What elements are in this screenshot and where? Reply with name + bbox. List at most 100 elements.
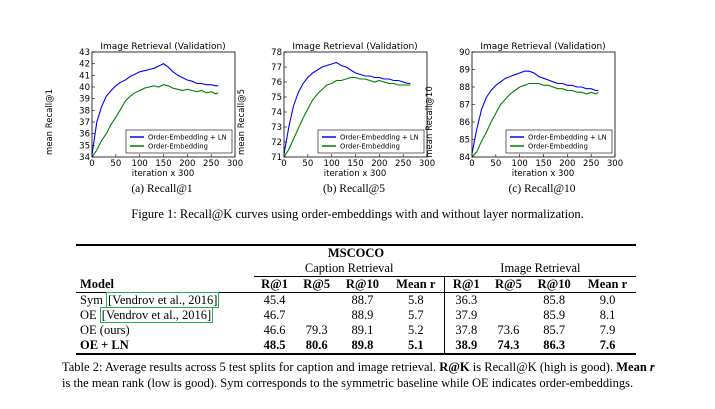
y-axis-label: mean Recall@1 [45,89,55,155]
column-header: R@5 [494,277,522,291]
y-tick-label: 77 [271,63,282,73]
caption-text: is the mean rank (low is good). Sym corr… [62,376,634,390]
x-tick-label: 150 [535,159,551,169]
series-order-embedding [283,76,411,158]
x-tick-label: 300 [227,159,243,169]
cell-value: 88.9 [351,308,374,322]
y-tick-label: 74 [271,108,282,118]
column-header: Mean r [587,277,628,291]
cell-value: 89.1 [351,323,374,337]
x-tick-label: 250 [395,159,411,169]
cell-value: 7.6 [599,338,616,352]
column-header: R@1 [261,277,289,291]
chart-recall-5: Image Retrieval (Validation) mean Recall… [237,42,435,179]
legend: Order-Embedding + LN Order-Embedding [125,129,233,154]
cell-value: 36.3 [444,292,488,308]
legend-ln: Order-Embedding + LN [340,134,419,142]
x-tick-label: 50 [490,159,501,169]
cell-value: 45.4 [263,293,286,307]
figure-1: Image Retrieval (Validation) mean Recall… [0,0,715,200]
model-name: OE (ours) [80,323,130,337]
group-image-retrieval: Image Retrieval [444,261,636,277]
group-caption-retrieval: Caption Retrieval [253,261,445,277]
y-tick-label: 42 [79,60,90,70]
chart-recall-1: Image Retrieval (Validation) mean Recall… [45,42,243,179]
y-tick-label: 40 [79,83,90,93]
x-tick-label: 0 [469,159,474,169]
cell-value: 5.2 [407,323,424,337]
caption-italic-r: r [649,360,655,374]
model-name: OE [80,308,100,322]
table-row: OE + LN 48.5 80.6 89.8 5.1 38.9 74.3 86.… [76,338,636,354]
cell-value: 73.6 [497,323,520,337]
caption-bold-rk: R@K [439,360,470,374]
series-order-embedding-ln [91,63,219,155]
y-axis-label: mean Recall@10 [425,86,435,157]
y-axis-label: mean Recall@5 [237,89,247,155]
chart-title: Image Retrieval (Validation) [100,42,225,52]
cell-value [487,308,529,323]
axis-ticks: 84 85 86 87 88 89 90 0 50 100 150 200 250 300 [459,48,623,169]
results-table: MSCOCO Caption Retrieval Image Retrieval… [76,244,636,355]
y-tick-label: 78 [271,48,282,58]
cell-value [296,308,338,323]
column-header: Model [80,276,115,291]
legend-oe: Order-Embedding [148,143,208,151]
x-tick-label: 250 [583,159,599,169]
x-tick-label: 100 [512,159,528,169]
y-tick-label: 88 [459,83,470,93]
table-row: OE (ours) 46.6 79.3 89.1 5.2 37.8 73.6 8… [76,323,636,338]
figure-caption: Figure 1: Recall@K curves using order-em… [131,207,584,221]
cell-value [487,293,529,309]
x-tick-label: 200 [179,159,195,169]
cell-value: 9.0 [599,293,616,307]
column-header: Mean r [396,277,436,291]
legend-ln: Order-Embedding + LN [148,134,227,142]
chart-recall-10: Image Retrieval (Validation) mean Recall… [425,42,623,179]
series-lines [471,70,599,158]
model-name: Sym [80,293,107,307]
cell-value [296,293,338,309]
caption-bold-mean: Mean [616,360,650,374]
y-tick-label: 34 [79,153,90,163]
x-tick-label: 0 [281,159,286,169]
cell-value: 80.6 [305,338,328,352]
table-caption: Table 2: Average results across 5 test s… [62,359,662,391]
cell-value: 46.7 [263,308,286,322]
cell-value: 8.1 [599,308,616,322]
cell-value: 7.9 [599,323,616,337]
cell-value: 85.8 [543,293,566,307]
x-tick-label: 0 [89,159,94,169]
legend-ln: Order-Embedding + LN [528,134,607,142]
column-header: R@5 [303,277,331,291]
subcaption-a: (a) Recall@1 [131,183,193,195]
y-tick-label: 87 [459,101,470,111]
series-order-embedding [471,82,599,158]
legend: Order-Embedding + LN Order-Embedding [317,129,425,154]
y-tick-label: 38 [79,106,90,116]
x-axis-label: iteration x 300 [132,169,195,179]
column-header: R@10 [345,277,380,291]
citation-link[interactable]: [Vendrov et al., 2016] [99,307,214,323]
subcaption-c: (c) Recall@10 [508,183,576,195]
axis-ticks: 71 72 73 74 75 76 77 78 0 50 100 150 200 250 300 [271,48,435,169]
cell-value: 38.9 [444,338,488,354]
table-title: MSCOCO [327,246,385,260]
cell-value: 74.3 [497,338,520,352]
cell-value: 88.7 [351,293,374,307]
plot-frame [283,51,428,158]
y-tick-label: 76 [271,78,282,88]
y-tick-label: 73 [271,123,282,133]
y-tick-label: 72 [271,138,282,148]
table-row: Sym [Vendrov et al., 2016] 45.4 88.7 5.8… [76,292,636,309]
y-tick-label: 39 [79,95,90,105]
legend: Order-Embedding + LN Order-Embedding [505,129,613,154]
chart-title: Image Retrieval (Validation) [480,42,605,52]
legend-oe: Order-Embedding [340,143,400,151]
series-lines [283,61,411,158]
plot-frame [471,51,616,158]
x-tick-label: 250 [203,159,219,169]
cell-value: 86.3 [543,338,566,352]
citation-link[interactable]: [Vendrov et al., 2016] [106,292,220,308]
legend-oe: Order-Embedding [528,143,588,151]
